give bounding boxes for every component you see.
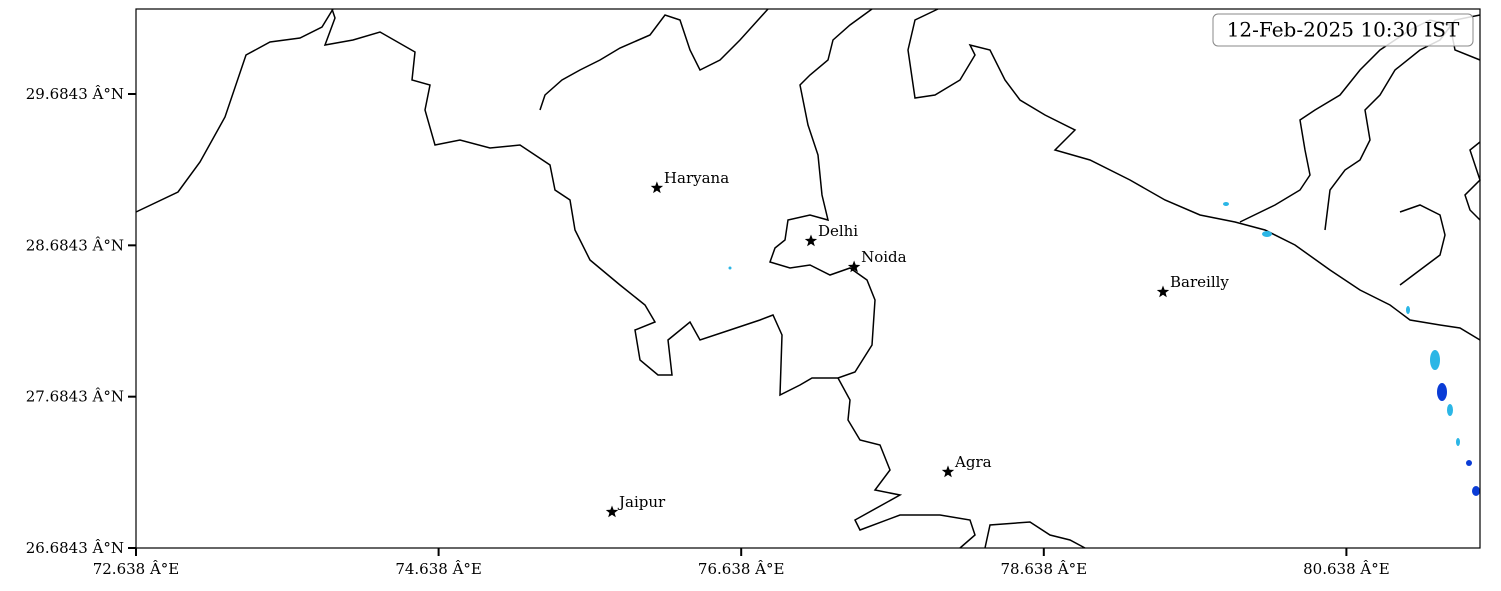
place-marker [941, 465, 955, 478]
rain-cells [728, 202, 1480, 496]
boundaries [135, 8, 1481, 549]
place-label: Delhi [818, 222, 858, 240]
place-label: Bareilly [1170, 273, 1229, 291]
x-tick-label: 78.638 Â°E [1001, 560, 1088, 578]
x-tick-label: 80.638 Â°E [1303, 560, 1390, 578]
place-marker [1156, 285, 1170, 298]
place-marker [605, 505, 619, 518]
map-frame [135, 8, 1481, 549]
y-tick-label: 27.6843 Â°N [26, 388, 124, 406]
place-label: Jaipur [617, 493, 666, 511]
timestamp-box [1212, 13, 1474, 47]
place-marker [650, 181, 664, 194]
y-tick-label: 26.6843 Â°N [26, 539, 124, 557]
place-label: Haryana [664, 169, 729, 187]
x-tick-label: 74.638 Â°E [395, 560, 482, 578]
timestamp: 12-Feb-2025 10:30 IST [1227, 18, 1460, 42]
place-marker [804, 234, 818, 247]
place-label: Agra [954, 453, 992, 471]
y-tick-label: 28.6843 Â°N [26, 236, 124, 254]
y-tick-label: 29.6843 Â°N [26, 85, 124, 103]
x-tick-label: 72.638 Â°E [93, 560, 180, 578]
place-marker [847, 260, 861, 273]
place-label: Noida [861, 248, 907, 266]
x-tick-label: 76.638 Â°E [698, 560, 785, 578]
